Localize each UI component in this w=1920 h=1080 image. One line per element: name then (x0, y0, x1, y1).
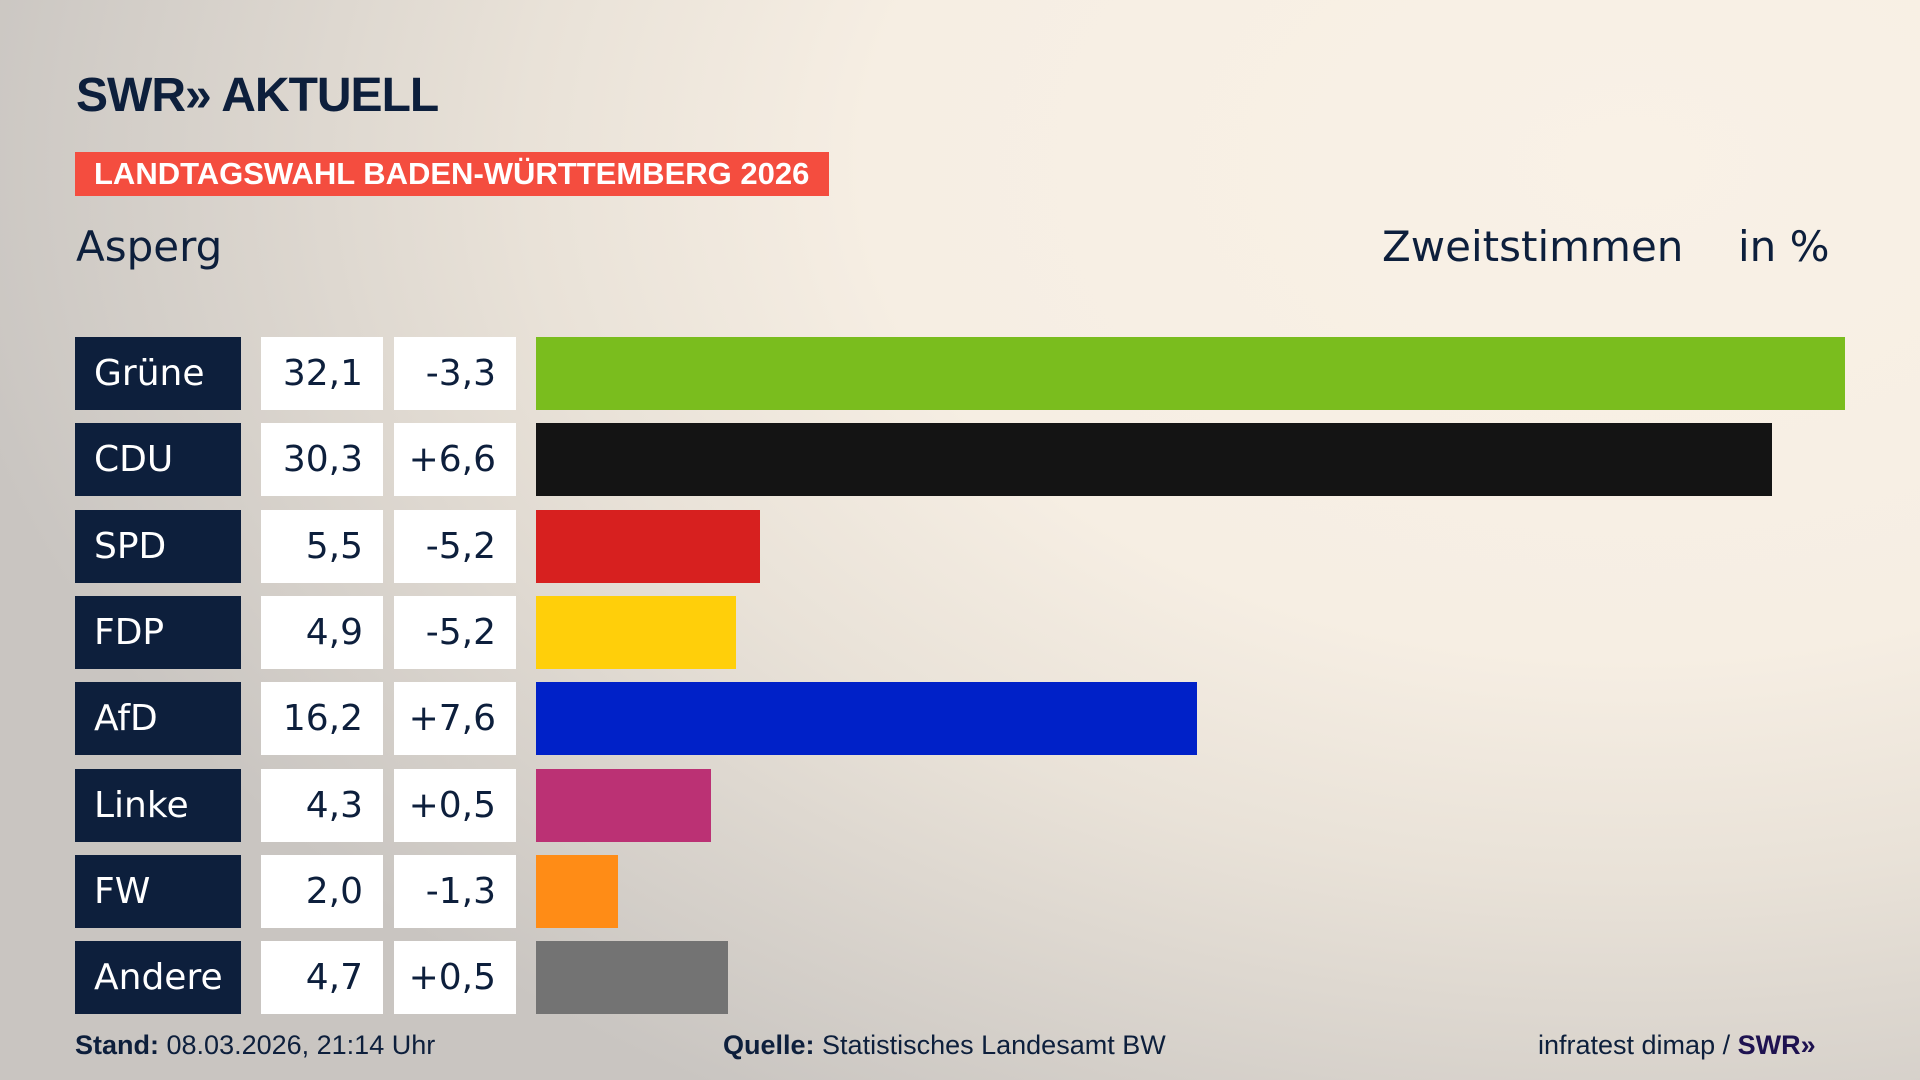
party-label: SPD (75, 509, 241, 583)
bar (536, 337, 1845, 410)
diff-label: +7,6 (394, 682, 516, 756)
credit: infratest dimap / SWR» (1538, 1030, 1816, 1061)
bar-row: AfD 16,2 +7,6 (75, 682, 1875, 756)
diff-label: +0,5 (394, 941, 516, 1015)
party-label: Andere (75, 941, 241, 1015)
bar (536, 682, 1197, 756)
party-label: FDP (75, 595, 241, 669)
bar-row: CDU 30,3 +6,6 (75, 423, 1875, 497)
bar (536, 768, 712, 842)
diff-label: -5,2 (394, 509, 516, 583)
region-title: Asperg (76, 222, 223, 271)
election-banner: LANDTAGSWAHL BADEN-WÜRTTEMBERG 2026 (75, 152, 829, 196)
bar (536, 509, 761, 583)
value-label: 32,1 (261, 337, 383, 410)
diff-label: +6,6 (394, 423, 516, 497)
value-label: 4,3 (261, 768, 383, 842)
bar-row: FW 2,0 -1,3 (75, 854, 1875, 928)
diff-label: +0,5 (394, 768, 516, 842)
bar-row: SPD 5,5 -5,2 (75, 509, 1875, 583)
party-label: FW (75, 854, 241, 928)
bar (536, 941, 728, 1015)
diff-label: -1,3 (394, 854, 516, 928)
bar-row: Linke 4,3 +0,5 (75, 768, 1875, 842)
bar (536, 423, 1772, 497)
value-label: 30,3 (261, 423, 383, 497)
stand-value: 08.03.2026, 21:14 Uhr (166, 1030, 436, 1060)
credit-text: infratest dimap / (1538, 1030, 1738, 1060)
stand-label: Stand: (75, 1030, 159, 1060)
diff-label: -5,2 (394, 595, 516, 669)
bar (536, 854, 618, 928)
source-value: Statistisches Landesamt BW (822, 1030, 1166, 1060)
party-label: AfD (75, 682, 241, 756)
value-label: 2,0 (261, 854, 383, 928)
value-label: 5,5 (261, 509, 383, 583)
value-label: 4,7 (261, 941, 383, 1015)
source-label: Quelle: (723, 1030, 815, 1060)
value-label: 4,9 (261, 595, 383, 669)
bar-row: FDP 4,9 -5,2 (75, 595, 1875, 669)
party-label: Linke (75, 768, 241, 842)
party-label: Grüne (75, 337, 241, 410)
diff-label: -3,3 (394, 337, 516, 410)
swr-logo: SWR» (1737, 1030, 1816, 1060)
swr-aktuell-logo: SWR» AKTUELL (76, 69, 439, 122)
bar-row: Andere 4,7 +0,5 (75, 941, 1875, 1015)
unit-label: in % (1738, 222, 1830, 271)
measure-label: Zweitstimmen (1382, 222, 1684, 271)
timestamp: Stand: 08.03.2026, 21:14 Uhr (75, 1030, 435, 1061)
bar (536, 595, 736, 669)
party-label: CDU (75, 423, 241, 497)
bar-row: Grüne 32,1 -3,3 (75, 337, 1875, 410)
value-label: 16,2 (261, 682, 383, 756)
source: Quelle: Statistisches Landesamt BW (723, 1030, 1166, 1061)
